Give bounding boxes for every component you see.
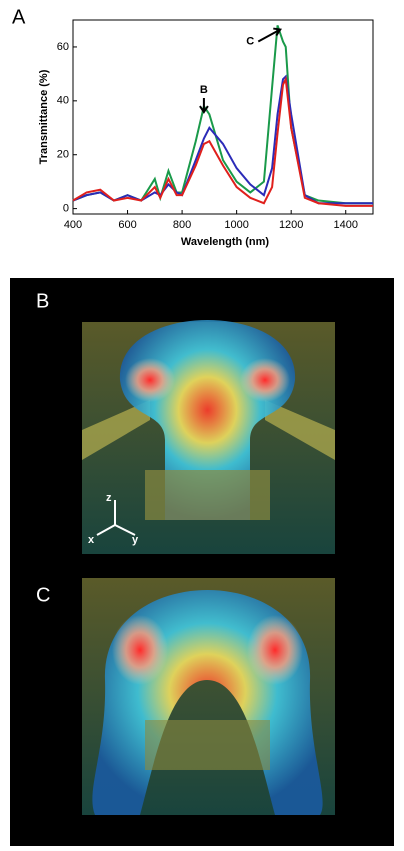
- x-tick-label: 400: [64, 219, 82, 231]
- plot-frame: [73, 20, 373, 214]
- axis-glyph: z: [106, 492, 112, 504]
- panel-label: A: [12, 6, 26, 28]
- y-tick-label: 20: [57, 149, 69, 161]
- y-tick-label: 0: [63, 203, 69, 215]
- figure: A Wavelength (nm) Transmittance (%) B z …: [0, 0, 404, 846]
- axis-glyph: x: [88, 534, 95, 546]
- x-tick-label: 800: [173, 219, 191, 231]
- series-line: [73, 77, 373, 204]
- series-line: [73, 25, 373, 203]
- y-tick-label: 60: [57, 41, 69, 53]
- y-tick-label: 40: [57, 95, 69, 107]
- x-axis-label: Wavelength (nm): [181, 236, 270, 248]
- panel-label: C: [36, 584, 50, 606]
- axis-glyph: y: [132, 534, 139, 546]
- panel-label: B: [36, 290, 49, 312]
- y-axis-label: Transmittance (%): [38, 69, 50, 164]
- render-c: [82, 578, 335, 815]
- x-tick-label: 1000: [224, 219, 248, 231]
- annotation: C: [246, 35, 254, 47]
- x-tick-label: 600: [118, 219, 136, 231]
- x-tick-label: 1400: [333, 219, 357, 231]
- x-tick-label: 1200: [279, 219, 303, 231]
- render-b: [82, 320, 335, 554]
- annotation: B: [200, 84, 208, 96]
